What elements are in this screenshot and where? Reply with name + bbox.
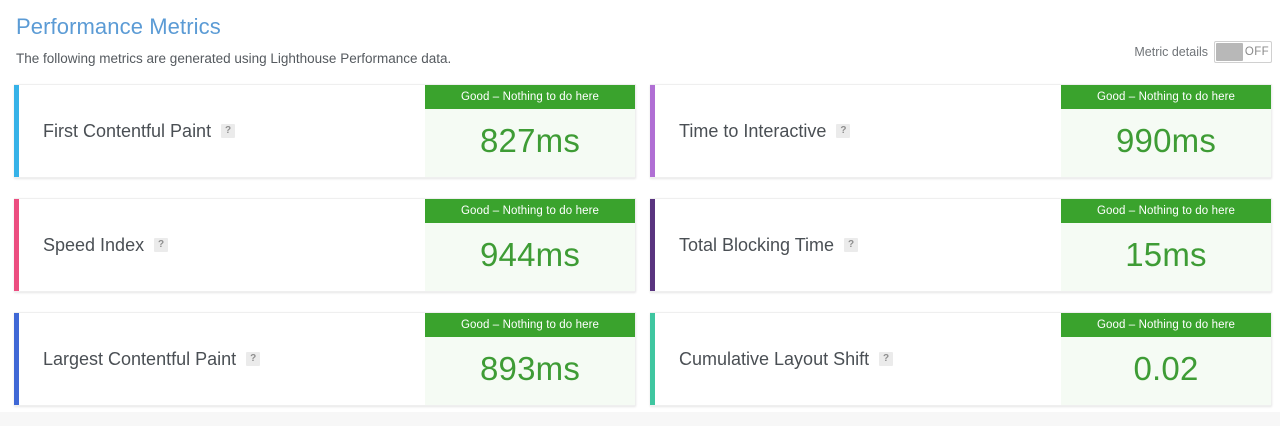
- metric-name-area: Speed Index?: [19, 199, 425, 291]
- metric-name-area: Total Blocking Time?: [655, 199, 1061, 291]
- page-title: Performance Metrics: [16, 14, 221, 39]
- metric-card: Cumulative Layout Shift? Good – Nothing t…: [650, 312, 1272, 406]
- metric-value: 893ms: [479, 350, 581, 387]
- metric-name: First Contentful Paint: [43, 120, 212, 141]
- metric-name: Speed Index: [43, 234, 145, 255]
- page-header: Performance Metrics The following metric…: [0, 0, 1280, 68]
- metric-value: 15ms: [1125, 236, 1207, 273]
- metric-name: Cumulative Layout Shift: [679, 348, 870, 369]
- help-icon[interactable]: ?: [221, 124, 236, 138]
- metric-name-area: Time to Interactive?: [655, 85, 1061, 177]
- page-footer-background: [0, 412, 1280, 426]
- metric-details-label: Metric details: [1134, 45, 1208, 59]
- metric-name: Largest Contentful Paint: [43, 348, 237, 369]
- help-icon[interactable]: ?: [154, 238, 169, 252]
- metric-result-panel: Good – Nothing to do here 893ms: [425, 313, 635, 405]
- metric-card: First Contentful Paint? Good – Nothing to…: [14, 84, 636, 178]
- help-icon[interactable]: ?: [879, 352, 894, 366]
- metric-accent-bar: [650, 199, 655, 291]
- metric-value: 944ms: [479, 236, 581, 273]
- metric-value: 0.02: [1133, 350, 1199, 387]
- metric-name: Total Blocking Time: [679, 234, 835, 255]
- status-badge: Good – Nothing to do here: [1061, 85, 1271, 109]
- status-badge: Good – Nothing to do here: [425, 199, 635, 223]
- metric-result-panel: Good – Nothing to do here 0.02: [1061, 313, 1271, 405]
- status-badge: Good – Nothing to do here: [1061, 199, 1271, 223]
- metric-accent-bar: [14, 85, 19, 177]
- help-icon[interactable]: ?: [246, 352, 261, 366]
- metric-name: Time to Interactive: [679, 120, 827, 141]
- metric-details-toggle[interactable]: OFF: [1214, 41, 1272, 63]
- metric-result-panel: Good – Nothing to do here 15ms: [1061, 199, 1271, 291]
- metric-accent-bar: [650, 85, 655, 177]
- metrics-grid: First Contentful Paint? Good – Nothing to…: [0, 84, 1280, 406]
- metric-result-panel: Good – Nothing to do here 990ms: [1061, 85, 1271, 177]
- metric-result-panel: Good – Nothing to do here 827ms: [425, 85, 635, 177]
- metric-name-area: First Contentful Paint?: [19, 85, 425, 177]
- metric-value: 827ms: [479, 122, 581, 159]
- metric-result-panel: Good – Nothing to do here 944ms: [425, 199, 635, 291]
- metric-value: 990ms: [1115, 122, 1217, 159]
- metric-card: Speed Index? Good – Nothing to do here 944…: [14, 198, 636, 292]
- help-icon[interactable]: ?: [844, 238, 859, 252]
- metric-card: Total Blocking Time? Good – Nothing to do…: [650, 198, 1272, 292]
- metric-accent-bar: [14, 313, 19, 405]
- metric-accent-bar: [650, 313, 655, 405]
- toggle-state-label: OFF: [1244, 46, 1270, 58]
- page-subtitle: The following metrics are generated usin…: [16, 51, 452, 66]
- metric-card: Largest Contentful Paint? Good – Nothing …: [14, 312, 636, 406]
- help-icon[interactable]: ?: [836, 124, 851, 138]
- metric-accent-bar: [14, 199, 19, 291]
- toggle-knob[interactable]: [1216, 43, 1243, 61]
- metric-name-area: Largest Contentful Paint?: [19, 313, 425, 405]
- status-badge: Good – Nothing to do here: [1061, 313, 1271, 337]
- metric-name-area: Cumulative Layout Shift?: [655, 313, 1061, 405]
- status-badge: Good – Nothing to do here: [425, 85, 635, 109]
- status-badge: Good – Nothing to do here: [425, 313, 635, 337]
- metric-card: Time to Interactive? Good – Nothing to do…: [650, 84, 1272, 178]
- metric-details-control: Metric details OFF: [1134, 41, 1272, 63]
